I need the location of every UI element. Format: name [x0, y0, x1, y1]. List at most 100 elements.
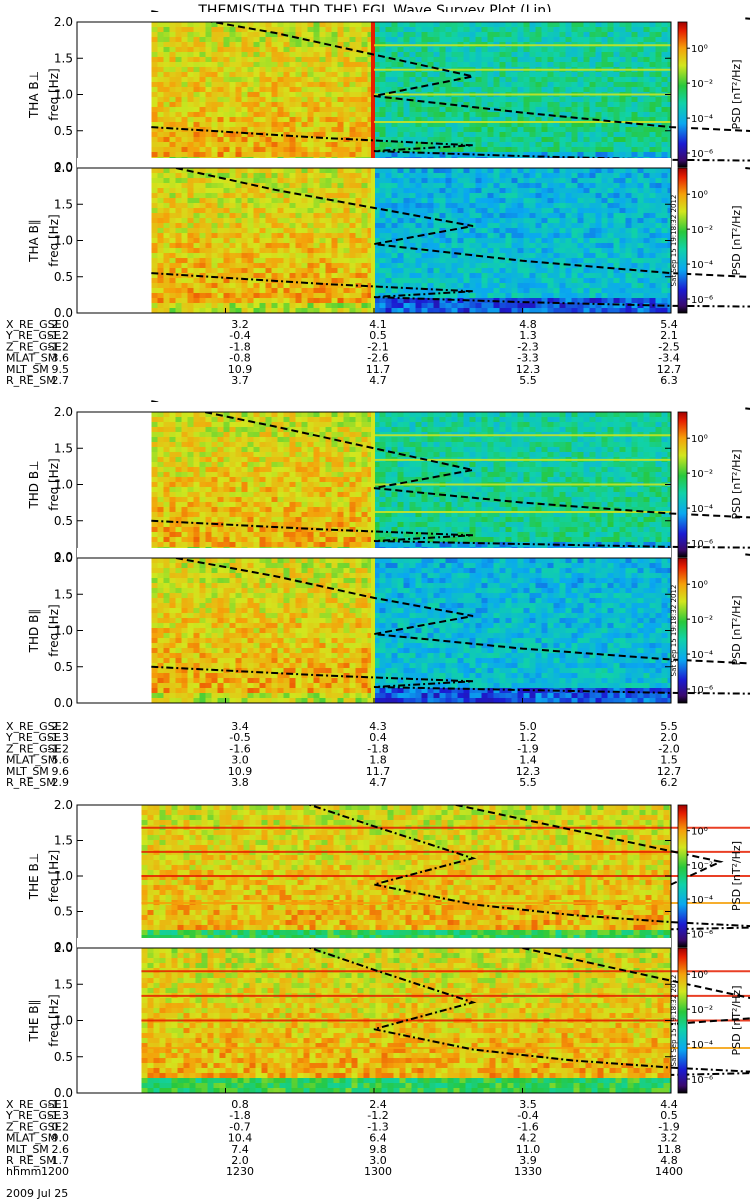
spectrogram-cell	[427, 152, 434, 157]
spectrogram-cell	[265, 57, 272, 62]
spectrogram-cell	[463, 223, 470, 228]
spectrogram-cell	[553, 57, 560, 62]
spectrogram-cell	[451, 258, 458, 263]
spectrogram-cell	[289, 243, 296, 248]
spectrogram-cell	[613, 152, 620, 157]
spectrogram-cell	[373, 288, 380, 293]
spectrogram-cell	[601, 62, 608, 67]
spectrogram-cell	[199, 253, 206, 258]
spectrogram-cell	[499, 147, 506, 152]
spectrogram-cell	[583, 152, 590, 157]
spectrogram-cell	[265, 258, 272, 263]
spectrogram-cell	[253, 22, 260, 27]
spectrogram-cell	[175, 67, 182, 72]
spectrogram-cell	[493, 72, 500, 77]
spectrogram-cell	[253, 178, 260, 183]
spectrogram-cell	[475, 303, 482, 308]
spectrogram-cell	[157, 198, 164, 203]
spectrogram-cell	[205, 278, 212, 283]
spectrogram-cell	[637, 107, 644, 112]
spectrogram-cell	[337, 223, 344, 228]
spectrogram-cell	[277, 117, 284, 122]
spectrogram-cell	[613, 22, 620, 27]
spectrogram-cell	[355, 278, 362, 283]
spectrogram-cell	[433, 268, 440, 273]
spectrogram-cell	[313, 72, 320, 77]
spectrogram-cell	[349, 303, 356, 308]
spectrogram-cell	[481, 72, 488, 77]
spectrogram-cell	[169, 132, 176, 137]
spectrogram-cell	[547, 278, 554, 283]
spectrogram-cell	[295, 238, 302, 243]
spectrogram-cell	[343, 213, 350, 218]
spectrogram-cell	[427, 142, 434, 147]
spectrogram-cell	[367, 203, 374, 208]
spectrogram-cell	[499, 253, 506, 258]
spectrogram-cell	[451, 122, 458, 127]
spectrogram-cell	[289, 208, 296, 213]
spectrogram-cell	[535, 178, 542, 183]
spectrogram-cell	[559, 243, 566, 248]
spectrogram-cell	[295, 57, 302, 62]
spectrogram-cell	[289, 117, 296, 122]
spectrogram-cell	[571, 223, 578, 228]
spectrogram-cell	[601, 173, 608, 178]
spectrogram-cell	[577, 233, 584, 238]
spectrogram-cell	[661, 72, 668, 77]
spectrogram-cell	[547, 87, 554, 92]
spectrogram-cell	[397, 233, 404, 238]
spectrogram-cell	[619, 268, 626, 273]
spectrogram-cell	[547, 77, 554, 82]
spectrogram-cell	[415, 107, 422, 112]
spectrogram-cell	[211, 308, 218, 313]
spectrogram-cell	[247, 52, 254, 57]
spectrogram-cell	[283, 142, 290, 147]
spectrogram-cell	[451, 183, 458, 188]
spectrogram-cell	[349, 213, 356, 218]
spectrogram-cell	[187, 27, 194, 32]
spectrogram-cell	[421, 173, 428, 178]
spectrogram-cell	[199, 228, 206, 233]
spectrogram-cell	[403, 82, 410, 87]
spectrogram-cell	[559, 47, 566, 52]
spectrogram-cell	[247, 283, 254, 288]
spectrogram-cell	[295, 27, 302, 32]
spectrogram-cell	[649, 57, 656, 62]
spectrogram-cell	[529, 47, 536, 52]
spectrogram-cell	[211, 268, 218, 273]
spectrogram-cell	[487, 47, 494, 52]
spectrogram-cell	[487, 82, 494, 87]
spectrogram-cell	[217, 268, 224, 273]
spectrogram-cell	[277, 293, 284, 298]
spectrogram-cell	[301, 198, 308, 203]
spectrogram-cell	[403, 208, 410, 213]
spectrogram-cell	[655, 137, 662, 142]
spectrogram-cell	[535, 258, 542, 263]
spectrogram-cell	[175, 72, 182, 77]
spectrogram-cell	[409, 223, 416, 228]
spectrogram-cell	[409, 32, 416, 37]
spectrogram-cell	[493, 303, 500, 308]
spectrogram-cell	[625, 122, 632, 127]
spectrogram-cell	[193, 37, 200, 42]
spectrogram-cell	[475, 208, 482, 213]
spectrogram-cell	[343, 168, 350, 173]
spectrogram-cell	[469, 283, 476, 288]
spectrogram-cell	[391, 72, 398, 77]
spectrogram-cell	[493, 132, 500, 137]
spectrogram-cell	[277, 253, 284, 258]
spectrogram-cell	[277, 107, 284, 112]
spectrogram-cell	[355, 122, 362, 127]
spectrogram-cell	[373, 248, 380, 253]
spectrogram-cell	[403, 233, 410, 238]
spectrogram-cell	[661, 57, 668, 62]
spectrogram-cell	[355, 52, 362, 57]
spectrogram-cell	[649, 87, 656, 92]
spectrogram-cell	[181, 142, 188, 147]
spectrogram-cell	[493, 188, 500, 193]
spectrogram-cell	[313, 107, 320, 112]
spectrogram-cell	[385, 188, 392, 193]
spectrogram-cell	[577, 258, 584, 263]
spectrogram-cell	[253, 173, 260, 178]
spectrogram-cell	[481, 173, 488, 178]
